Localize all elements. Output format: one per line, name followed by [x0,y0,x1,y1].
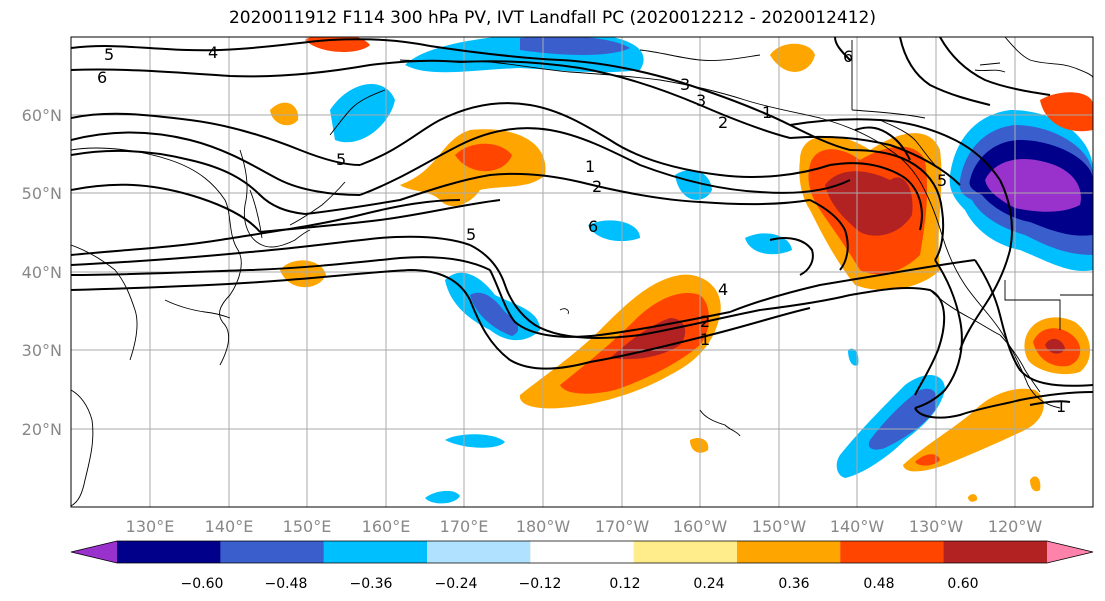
contour-label: 2 [592,177,602,196]
lon-label: 160°W [673,517,728,536]
map-panel: 5 6 4 3 2 1 1 2 6 5 5 3 4 2 1 5 1 6 [71,37,1093,507]
contour-label: 2 [700,312,710,331]
colorbar-segment [737,541,841,563]
colorbar-tick-label: 0.36 [778,576,809,592]
contour-label: 6 [588,217,598,236]
colorbar-tick-label: 0.60 [947,576,978,592]
contour-label: 4 [208,43,218,62]
colorbar-segment [530,541,635,563]
colorbar-outline [70,540,1094,564]
lon-label: 180°W [516,517,571,536]
lat-label: 60°N [22,106,62,125]
contour-label: 4 [718,280,728,299]
contour-label: 1 [585,157,595,176]
lon-label: 150°W [752,517,807,536]
contour-label: 1 [1056,397,1066,416]
contour-label: 6 [97,68,107,87]
lon-label: 140°E [205,517,254,536]
map-frame [70,36,1094,508]
contour-label: 5 [466,225,476,244]
colorbar-segment [943,541,1048,563]
colorbar-extend-high [1047,541,1093,563]
colorbar-segment [840,541,945,563]
contour-labels: 5 6 4 3 2 1 1 2 6 5 5 3 4 2 1 5 1 6 [97,43,1066,416]
lon-label: 170°E [440,517,489,536]
colorbar-tick-label: 0.24 [693,576,724,592]
contour-label: 6 [843,47,853,66]
lat-label: 40°N [22,263,62,282]
contour-label: 3 [680,75,690,94]
coastlines [71,37,1093,507]
colorbar-tick-label: 0.12 [609,576,640,592]
colorbar-extend-low [71,541,117,563]
contour-label: 3 [696,91,706,110]
lon-label: 150°E [283,517,332,536]
colorbar-tick-label: 0.48 [863,576,894,592]
contour-label: 2 [718,113,728,132]
colorbar-segment [323,541,428,563]
contour-label: 5 [937,171,947,190]
lon-label: 130°E [126,517,175,536]
colorbar [70,540,1094,564]
colorbar-segment [633,541,738,563]
lat-label: 50°N [22,184,62,203]
map-title: 2020011912 F114 300 hPa PV, IVT Landfall… [228,8,876,28]
colorbar-tick-labels: −0.60 −0.48 −0.36 −0.24 −0.12 0.12 0.24 … [181,576,979,592]
anomaly-shading [270,37,1093,504]
contour-label: 1 [700,330,710,349]
longitude-labels: 130°E 140°E 150°E 160°E 170°E 180°W 170°… [126,517,1043,536]
colorbar-segment [117,541,221,563]
lon-label: 120°W [988,517,1043,536]
colorbar-segment [220,541,325,563]
contour-label: 1 [762,103,772,122]
gridlines [71,37,1093,507]
colorbar-tick-label: −0.12 [519,576,562,592]
contour-label: 5 [336,150,346,169]
colorbar-segment [427,541,531,563]
pv-contours [71,37,1093,419]
colorbar-tick-label: −0.36 [350,576,393,592]
lon-label: 140°W [830,517,885,536]
colorbar-tick-label: −0.24 [435,576,478,592]
colorbar-tick-label: −0.48 [265,576,308,592]
lon-label: 160°E [362,517,411,536]
lat-label: 20°N [22,420,62,439]
contour-label: 5 [104,45,114,64]
lon-label: 170°W [595,517,650,536]
latitude-labels: 20°N 30°N 40°N 50°N 60°N [22,106,62,439]
colorbar-tick-label: −0.60 [181,576,224,592]
lon-label: 130°W [909,517,964,536]
lat-label: 30°N [22,341,62,360]
